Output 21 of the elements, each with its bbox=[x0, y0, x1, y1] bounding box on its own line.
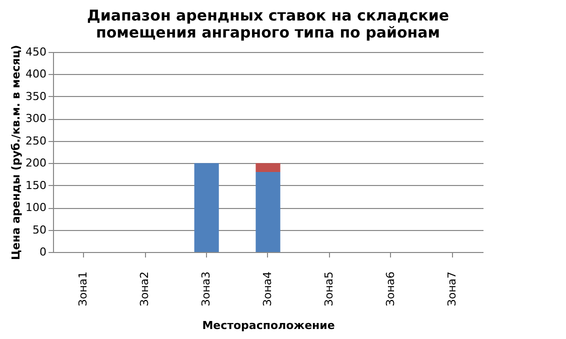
y-tick-label: 50 bbox=[32, 223, 46, 236]
y-tick-label: 250 bbox=[26, 134, 46, 148]
text: помещения ангарного типа по районам bbox=[96, 23, 440, 42]
y-tick-label: 0 bbox=[40, 246, 46, 258]
y-tick-label: 150 bbox=[26, 178, 46, 192]
x-tick-label: Зона2 bbox=[138, 272, 152, 306]
x-tick-label: Зона7 bbox=[445, 272, 458, 306]
x-tick-label: Зона5 bbox=[322, 272, 336, 306]
y-axis-title: Цена аренды (руб./кв.м. в месяц) bbox=[10, 44, 23, 260]
y-tick-label: 450 bbox=[26, 46, 46, 58]
y-tick-label: 200 bbox=[26, 156, 46, 170]
x-tick-label: Зона3 bbox=[200, 272, 213, 306]
text: Диапазон арендных ставок на складские bbox=[86, 6, 450, 24]
x-axis-title: Месторасположение bbox=[202, 319, 335, 332]
y-tick-label: 400 bbox=[26, 68, 46, 81]
x-tick-label: Зона1 bbox=[76, 272, 90, 306]
y-tick-label: 350 bbox=[26, 90, 46, 103]
x-tick-label: Зона6 bbox=[384, 272, 397, 306]
y-tick-label: 300 bbox=[26, 112, 46, 126]
x-tick-label: Зона4 bbox=[261, 272, 274, 306]
y-tick-label: 100 bbox=[26, 201, 46, 214]
